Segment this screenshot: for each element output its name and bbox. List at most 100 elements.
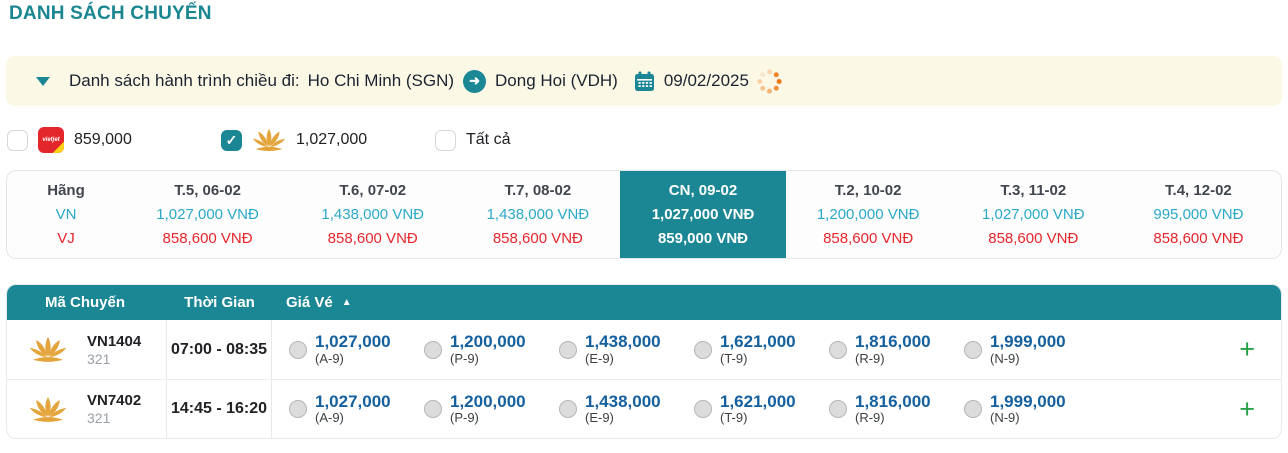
fare-class: (E-9) — [585, 410, 614, 426]
calendar-vn-price: 995,000 VNĐ — [1153, 206, 1244, 223]
fare-option[interactable]: 1,999,000 (N-9) — [964, 392, 1099, 426]
fare-price: 1,816,000 — [855, 391, 931, 411]
fare-radio[interactable] — [424, 340, 442, 359]
fare-option[interactable]: 1,816,000 (R-9) — [829, 391, 964, 425]
collapse-caret-icon[interactable] — [36, 76, 50, 86]
calendar-vn-price: 1,438,000 VNĐ — [321, 206, 424, 223]
fare-calendar-carrier-column: Hãng VN VJ — [7, 171, 125, 258]
calendar-day-label: T.2, 10-02 — [834, 182, 902, 199]
calendar-vj-price: 858,600 VNĐ — [492, 230, 583, 247]
calendar-vn-price: 1,027,000 VNĐ — [156, 206, 259, 223]
fare-price: 1,999,000 — [990, 332, 1066, 352]
fare-option[interactable]: 1,200,000 (P-9) — [424, 391, 559, 426]
fare-option[interactable]: 1,027,000 (A-9) — [289, 333, 424, 366]
aircraft-type: 321 — [87, 350, 111, 367]
fare-radio[interactable] — [289, 400, 307, 418]
fare-radio[interactable] — [694, 400, 712, 418]
flight-row: VN1404 321 07:00 - 08:35 1,027,000 (A-9)… — [7, 320, 1281, 379]
calendar-icon — [634, 71, 655, 92]
header-time: Thời Gian — [184, 294, 255, 311]
fare-text: 1,816,000 (R-9) — [855, 391, 931, 425]
calendar-day-column[interactable]: T.6, 07-02 1,438,000 VNĐ 858,600 VNĐ — [290, 171, 455, 258]
calendar-day-column[interactable]: T.2, 10-02 1,200,000 VNĐ 858,600 VNĐ — [786, 171, 951, 258]
vietnam-airlines-logo-icon — [29, 336, 67, 363]
arrow-right-icon: ➜ — [463, 69, 487, 93]
fare-radio[interactable] — [424, 400, 442, 418]
fare-radio[interactable] — [694, 340, 712, 359]
fare-option[interactable]: 1,200,000 (P-9) — [424, 333, 559, 366]
carrier-vn-label: VN — [55, 206, 77, 223]
fare-text: 1,999,000 (N-9) — [990, 392, 1066, 426]
flight-rows: VN1404 321 07:00 - 08:35 1,027,000 (A-9)… — [7, 320, 1281, 438]
fare-option[interactable]: 1,621,000 (T-9) — [694, 333, 829, 366]
fare-option[interactable]: 1,438,000 (E-9) — [559, 391, 694, 426]
fare-price: 1,438,000 — [585, 391, 661, 411]
filter-all: ✓ Tất cả — [435, 127, 649, 153]
calendar-day-column[interactable]: T.3, 11-02 1,027,000 VNĐ 858,600 VNĐ — [951, 171, 1116, 258]
fare-class: (A-9) — [315, 410, 344, 426]
fare-option[interactable]: 1,816,000 (R-9) — [829, 333, 964, 366]
all-checkbox[interactable]: ✓ — [435, 129, 456, 151]
calendar-day-column[interactable]: T.5, 06-02 1,027,000 VNĐ 858,600 VNĐ — [125, 171, 290, 258]
selected-date: 09/02/2025 — [663, 71, 749, 90]
fare-option[interactable]: 1,621,000 (T-9) — [694, 391, 829, 425]
flight-code-block: VN1404 321 — [87, 333, 141, 367]
fare-class: (P-9) — [450, 410, 479, 426]
fare-class: (A-9) — [315, 350, 344, 366]
page: DANH SÁCH CHUYẾN Danh sách hành trình ch… — [0, 0, 1288, 439]
vietjet-checkbox[interactable]: ✓ — [7, 129, 28, 151]
fare-text: 1,621,000 (T-9) — [720, 333, 796, 366]
fare-price: 1,438,000 — [585, 332, 661, 352]
loading-spinner-icon — [756, 68, 783, 95]
calendar-day-label: T.7, 08-02 — [504, 182, 572, 199]
calendar-day-column[interactable]: CN, 09-02 1,027,000 VNĐ 859,000 VNĐ — [620, 171, 786, 258]
airline-filters: ✓ vietjet 859,000 ✓ 1,027,000 — [6, 127, 1282, 153]
vietnam-airlines-price-label: 1,027,000 — [296, 131, 368, 148]
fare-option[interactable]: 1,438,000 (E-9) — [559, 333, 694, 366]
calendar-vn-price: 1,027,000 VNĐ — [651, 206, 755, 223]
fare-price: 1,027,000 — [315, 391, 391, 411]
fare-class: (P-9) — [450, 350, 479, 366]
fare-text: 1,816,000 (R-9) — [855, 333, 931, 366]
calendar-day-column[interactable]: T.7, 08-02 1,438,000 VNĐ 858,600 VNĐ — [455, 171, 620, 258]
flight-code: VN7402 — [87, 392, 142, 409]
fare-class: (R-9) — [855, 350, 885, 366]
header-price-sort[interactable]: Giá Vé ▲ — [286, 294, 352, 311]
fare-option[interactable]: 1,999,000 (N-9) — [964, 333, 1099, 366]
fare-radio[interactable] — [559, 340, 577, 359]
flight-code-cell: VN1404 321 — [7, 320, 167, 379]
route-banner: Danh sách hành trình chiều đi: Ho Chi Mi… — [6, 56, 1282, 106]
calendar-vj-price: 858,600 VNĐ — [823, 230, 914, 247]
fare-radio[interactable] — [829, 400, 847, 418]
vietnam-airlines-logo-icon — [252, 128, 286, 152]
fare-price: 1,200,000 — [450, 332, 526, 352]
calendar-vj-price: 858,600 VNĐ — [1153, 230, 1244, 247]
header-flight-code: Mã Chuyến — [45, 294, 126, 311]
fare-radio[interactable] — [964, 340, 982, 359]
add-flight-button[interactable]: + — [1239, 334, 1255, 364]
fare-option[interactable]: 1,027,000 (A-9) — [289, 391, 424, 426]
fare-price: 1,027,000 — [315, 332, 391, 352]
fare-options: 1,027,000 (A-9) 1,200,000 (P-9) 1,438,00… — [272, 391, 1239, 426]
fare-class: (T-9) — [720, 350, 748, 366]
flight-row: VN7402 321 14:45 - 16:20 1,027,000 (A-9)… — [7, 379, 1281, 438]
fare-class: (E-9) — [585, 350, 614, 366]
flight-code-block: VN7402 321 — [87, 392, 141, 426]
calendar-vn-price: 1,200,000 VNĐ — [816, 206, 920, 223]
page-title: DANH SÁCH CHUYẾN — [9, 3, 212, 24]
fare-radio[interactable] — [289, 340, 307, 359]
fare-class: (N-9) — [990, 410, 1020, 426]
calendar-day-label: T.6, 07-02 — [339, 182, 407, 199]
fare-radio[interactable] — [829, 340, 847, 359]
vietnam-airlines-checkbox[interactable]: ✓ — [221, 129, 242, 151]
all-label: Tất cả — [466, 131, 511, 148]
add-flight-button[interactable]: + — [1239, 393, 1255, 424]
fare-radio[interactable] — [559, 400, 577, 418]
fare-price: 1,200,000 — [450, 391, 526, 411]
carrier-vj-label: VJ — [57, 230, 75, 247]
fare-radio[interactable] — [964, 400, 982, 418]
flight-code: VN1404 — [87, 332, 142, 350]
calendar-day-column[interactable]: T.4, 12-02 995,000 VNĐ 858,600 VNĐ — [1116, 171, 1281, 258]
fare-price: 1,621,000 — [720, 391, 796, 411]
fare-text: 1,200,000 (P-9) — [450, 391, 526, 426]
